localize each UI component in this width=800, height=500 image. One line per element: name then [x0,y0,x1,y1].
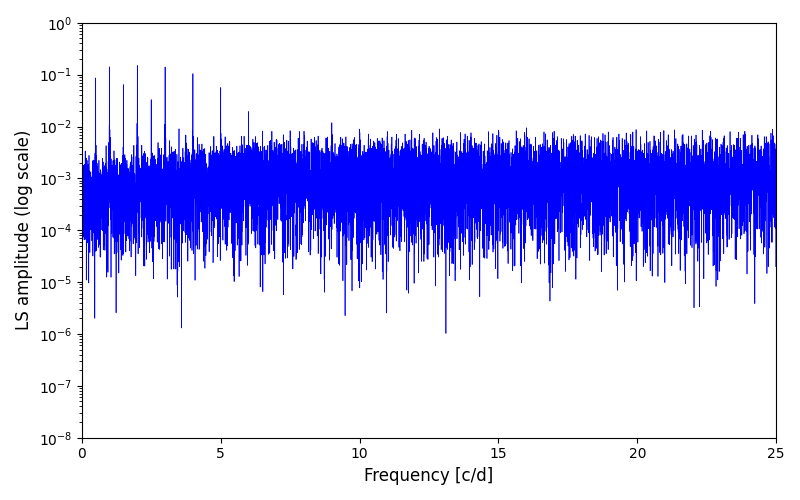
X-axis label: Frequency [c/d]: Frequency [c/d] [364,467,494,485]
Y-axis label: LS amplitude (log scale): LS amplitude (log scale) [15,130,33,330]
